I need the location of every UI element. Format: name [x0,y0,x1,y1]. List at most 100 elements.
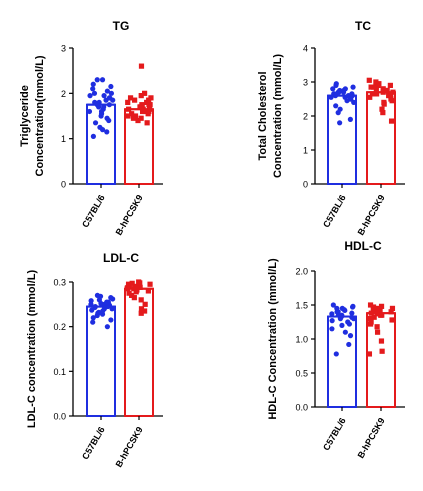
data-point [108,295,114,301]
data-point [378,338,385,344]
data-point [136,283,143,290]
data-point [125,281,132,287]
x-category-label: B-hPCSK9 [356,416,387,460]
data-point [367,94,373,100]
y-tick-label: 2 [61,89,66,99]
data-point [373,79,379,85]
data-point [334,305,340,311]
x-category-label: C57BL/6 [321,193,348,229]
y-axis-label: Triglyceride [19,85,31,147]
data-point [329,318,335,324]
data-point [330,302,336,308]
data-point [350,84,356,90]
y-tick-label: 3 [303,78,308,88]
data-point [384,87,390,94]
data-point [108,83,114,90]
data-point [138,93,144,99]
data-point [371,314,377,320]
data-point [126,290,132,296]
chart-title: TG [113,19,130,33]
data-point [350,303,356,309]
chart-panel-1: TC Total Cholesterol Concentration (mmol/L… [257,19,405,237]
data-point [345,319,351,325]
data-point [380,110,386,116]
data-point [388,93,394,99]
data-point [97,124,103,130]
data-point [366,77,372,83]
data-point [141,90,148,96]
x-category-label: B-hPCSK9 [356,193,387,237]
y-tick-label: 0.2 [53,322,66,332]
chart-title: LDL-C [103,251,139,265]
data-point [108,317,114,323]
data-point [145,288,151,294]
data-point [86,108,93,115]
data-point [388,118,395,124]
data-point [94,77,100,83]
data-point [329,311,335,317]
y-tick-label: 0.3 [53,278,66,288]
data-point [90,133,96,139]
data-point [339,322,345,328]
y-tick-label: 0.1 [53,367,66,377]
data-point [378,312,384,318]
data-point [96,309,102,315]
data-point [346,341,352,348]
data-point [342,86,348,92]
y-tick-label: 0.5 [295,369,308,379]
data-point [374,324,380,330]
data-point [380,86,386,92]
data-point [132,283,138,290]
x-category-label: C57BL/6 [80,425,107,461]
data-point [90,86,96,92]
data-point [138,306,145,312]
y-tick-label: 0 [61,180,66,190]
y-tick-label: 0 [303,180,308,190]
data-point [378,303,385,309]
y-axis-label: HDL-C Concentration (mmol/L) [267,258,279,420]
y-axis-label: Concentration (mmol/L) [272,54,284,178]
data-point [376,81,382,87]
chart-title: TC [355,19,371,33]
data-point [99,77,106,83]
data-point [90,315,96,321]
data-point [132,97,138,103]
data-point [104,115,110,121]
data-point [369,91,376,97]
data-point [330,86,336,92]
data-point [374,305,380,311]
data-point [379,106,385,112]
data-point [129,111,135,117]
x-category-label: B-hPCSK9 [114,193,145,237]
data-point [88,298,94,304]
x-category-label: C57BL/6 [80,193,107,229]
data-point [389,305,396,311]
y-tick-label: 2.0 [295,267,308,277]
data-point [106,95,113,101]
data-point [134,287,140,293]
y-tick-label: 1 [61,134,66,144]
data-point [138,115,144,121]
data-point [125,99,131,105]
y-tick-label: 0.0 [295,403,308,413]
data-point [368,84,374,90]
data-point [142,301,148,307]
y-tick-label: 3 [61,44,66,54]
data-point [141,308,148,314]
y-tick-label: 1 [303,146,308,156]
data-point [138,297,144,303]
data-point [337,120,343,126]
data-point [94,292,101,298]
chart-panel-0: TG Triglyceride Concentration(mmol/L) 0 1 2 3 C… [19,19,163,237]
chart-title: HDL-C [344,239,382,253]
data-point [139,102,145,108]
data-point [381,99,387,105]
data-point [104,299,110,305]
data-point [91,90,98,96]
data-point [347,333,354,339]
data-point [370,304,377,310]
data-point [337,87,343,94]
x-category-label: B-hPCSK9 [114,425,145,469]
data-point [148,95,154,101]
